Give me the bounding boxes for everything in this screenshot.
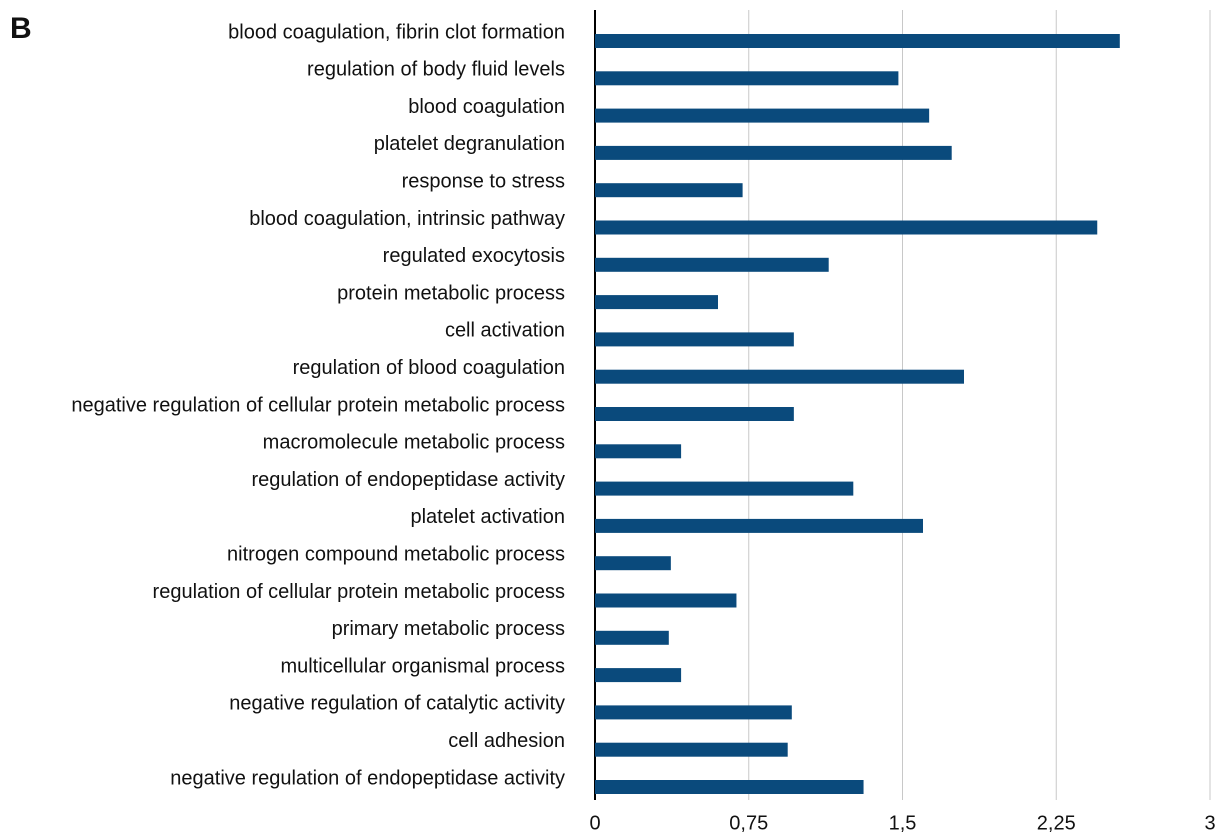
bar xyxy=(595,332,794,347)
bar xyxy=(595,705,792,720)
x-tick-label: 0 xyxy=(589,812,600,834)
bar xyxy=(595,518,923,533)
bar xyxy=(595,71,899,86)
y-tick-label: blood coagulation xyxy=(408,96,565,118)
bar xyxy=(595,295,718,310)
bar xyxy=(595,108,930,123)
y-tick-label: nitrogen compound metabolic process xyxy=(227,543,565,565)
bar xyxy=(595,780,864,794)
y-tick-label: primary metabolic process xyxy=(332,618,565,640)
y-tick-label: response to stress xyxy=(402,170,565,192)
x-tick-label: 0,75 xyxy=(729,812,768,834)
y-tick-label: macromolecule metabolic process xyxy=(263,432,565,454)
bar xyxy=(595,407,794,421)
y-tick-label: platelet activation xyxy=(410,506,565,528)
y-tick-label: regulation of blood coagulation xyxy=(293,357,565,379)
y-tick-label: regulation of endopeptidase activity xyxy=(251,469,565,491)
bar xyxy=(595,668,682,683)
y-tick-label: negative regulation of endopeptidase act… xyxy=(170,767,565,789)
y-tick-label: regulation of body fluid levels xyxy=(307,59,565,81)
bar xyxy=(595,183,743,198)
y-tick-label: platelet degranulation xyxy=(374,133,565,155)
bar xyxy=(595,481,854,496)
y-tick-label: blood coagulation, intrinsic pathway xyxy=(249,208,565,230)
bar xyxy=(595,369,964,384)
bar xyxy=(595,630,669,645)
bar xyxy=(595,34,1120,48)
y-tick-label: cell activation xyxy=(445,320,565,342)
bar xyxy=(595,444,682,459)
y-tick-label: regulated exocytosis xyxy=(383,245,565,267)
y-tick-label: protein metabolic process xyxy=(337,282,565,304)
y-tick-label: cell adhesion xyxy=(448,730,565,752)
bar xyxy=(595,257,829,272)
panel-label: B xyxy=(10,12,32,45)
x-tick-label: 3 xyxy=(1204,812,1215,834)
y-tick-label: regulation of cellular protein metabolic… xyxy=(153,581,565,603)
x-tick-label: 1,5 xyxy=(889,812,917,834)
y-tick-label: blood coagulation, fibrin clot formation xyxy=(228,21,565,43)
y-tick-label: negative regulation of cellular protein … xyxy=(71,394,565,416)
bar xyxy=(595,145,952,160)
x-tick-label: 2,25 xyxy=(1037,812,1076,834)
bar xyxy=(595,593,737,608)
bar xyxy=(595,556,671,571)
bar xyxy=(595,742,788,757)
y-tick-label: negative regulation of catalytic activit… xyxy=(229,693,565,715)
bar xyxy=(595,220,1098,235)
y-tick-label: multicellular organismal process xyxy=(280,655,565,677)
